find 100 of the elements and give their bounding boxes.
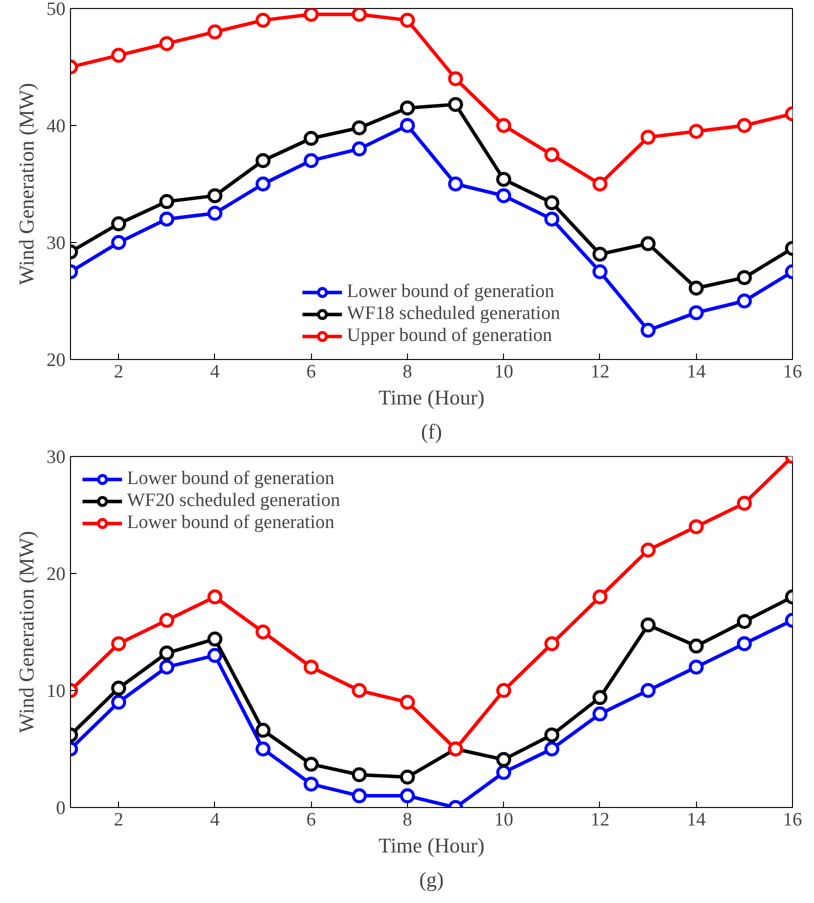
point bbox=[640, 617, 656, 632]
x-tick-label: 16 bbox=[783, 810, 802, 830]
x-tick-label: 12 bbox=[590, 362, 610, 382]
text: (f) bbox=[421, 420, 442, 444]
point bbox=[111, 636, 126, 652]
point bbox=[256, 153, 271, 168]
point bbox=[496, 752, 512, 768]
y-axis-title: Wind Generation (MW) bbox=[14, 82, 38, 286]
point bbox=[304, 153, 319, 168]
legend-label: Lower bound of generation bbox=[127, 512, 334, 534]
point bbox=[688, 519, 704, 534]
point bbox=[207, 188, 222, 204]
y-tick-label: 30 bbox=[46, 233, 66, 254]
point bbox=[256, 176, 271, 192]
y-tick-label: 0 bbox=[56, 798, 66, 819]
point bbox=[688, 660, 704, 675]
point bbox=[592, 264, 608, 280]
point bbox=[448, 71, 464, 86]
point bbox=[111, 235, 126, 250]
point bbox=[159, 212, 174, 227]
point bbox=[159, 36, 174, 52]
point bbox=[544, 742, 560, 756]
point bbox=[496, 118, 512, 133]
point bbox=[400, 694, 415, 710]
point bbox=[159, 646, 174, 661]
point bbox=[544, 147, 560, 162]
point bbox=[111, 694, 126, 710]
point bbox=[304, 756, 319, 772]
point bbox=[352, 8, 367, 22]
point bbox=[448, 96, 464, 112]
y-tick-label: 50 bbox=[46, 0, 66, 20]
x-tick-label: 14 bbox=[686, 810, 706, 830]
point bbox=[592, 690, 608, 706]
point bbox=[688, 638, 704, 654]
x-tick-label: 8 bbox=[402, 810, 412, 830]
y-tick-label: 20 bbox=[46, 564, 66, 585]
legend-label: WF20 scheduled generation bbox=[127, 490, 340, 512]
point bbox=[352, 141, 367, 156]
point bbox=[640, 130, 656, 145]
text: (g) bbox=[419, 868, 444, 892]
x-tick-label: 2 bbox=[114, 362, 124, 382]
x-tick-label: 6 bbox=[306, 362, 316, 382]
point bbox=[256, 624, 271, 640]
point bbox=[640, 236, 656, 252]
point bbox=[111, 216, 126, 232]
point bbox=[592, 176, 608, 192]
point bbox=[400, 770, 415, 785]
point bbox=[256, 742, 271, 756]
point bbox=[448, 176, 464, 192]
point bbox=[304, 776, 319, 792]
point bbox=[400, 12, 415, 28]
point bbox=[544, 727, 560, 742]
point bbox=[496, 188, 512, 204]
point bbox=[736, 294, 752, 308]
point bbox=[544, 636, 560, 652]
point bbox=[688, 124, 704, 139]
point bbox=[736, 496, 752, 511]
y-tick-label: 10 bbox=[46, 681, 66, 702]
y-axis-title: Wind Generation (MW) bbox=[14, 530, 38, 734]
legend-label: Lower bound of generation bbox=[127, 468, 334, 490]
y-tick-label: 40 bbox=[46, 116, 66, 137]
point bbox=[736, 636, 752, 652]
point bbox=[592, 589, 608, 604]
point bbox=[736, 118, 752, 133]
point bbox=[207, 589, 222, 604]
x-tick-label: 14 bbox=[686, 362, 706, 382]
point bbox=[304, 8, 319, 22]
y-tick-label: 30 bbox=[46, 447, 66, 468]
x-tick-label: 2 bbox=[114, 810, 124, 830]
point bbox=[256, 722, 271, 738]
y-tick-label: 20 bbox=[46, 350, 66, 371]
point bbox=[688, 280, 704, 296]
point bbox=[352, 788, 367, 804]
point bbox=[352, 683, 367, 698]
point bbox=[544, 212, 560, 227]
point bbox=[640, 542, 656, 558]
point bbox=[400, 118, 415, 133]
point bbox=[592, 246, 608, 262]
point bbox=[400, 100, 415, 116]
legend-label: Upper bound of generation bbox=[346, 325, 552, 347]
point bbox=[207, 632, 222, 647]
point bbox=[304, 130, 319, 146]
point bbox=[352, 120, 367, 136]
point bbox=[496, 764, 512, 780]
point bbox=[207, 648, 222, 663]
point bbox=[159, 194, 174, 210]
x-tick-label: 4 bbox=[210, 810, 220, 830]
legend-label: Lower bound of generation bbox=[346, 281, 554, 303]
legend-label: WF18 scheduled generation bbox=[346, 303, 560, 325]
point bbox=[256, 12, 271, 28]
x-tick-label: 10 bbox=[494, 810, 514, 830]
x-tick-label: 10 bbox=[494, 362, 514, 382]
point bbox=[304, 660, 319, 675]
point bbox=[736, 270, 752, 286]
x-tick-label: 4 bbox=[210, 362, 220, 382]
x-axis-title: Time (Hour) bbox=[378, 834, 484, 858]
point bbox=[544, 195, 560, 210]
point bbox=[159, 612, 174, 628]
point bbox=[496, 683, 512, 698]
point bbox=[159, 660, 174, 675]
